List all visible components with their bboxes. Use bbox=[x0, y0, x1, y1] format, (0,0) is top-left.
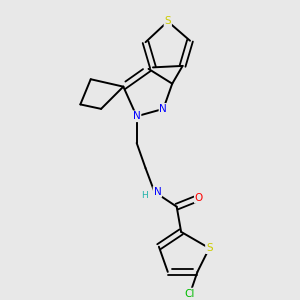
Text: Cl: Cl bbox=[185, 289, 195, 298]
Text: N: N bbox=[133, 111, 140, 121]
Text: S: S bbox=[206, 243, 213, 253]
Text: H: H bbox=[142, 191, 148, 200]
Text: O: O bbox=[195, 193, 203, 203]
Text: S: S bbox=[164, 16, 171, 26]
Text: N: N bbox=[160, 104, 167, 114]
Text: N: N bbox=[154, 187, 161, 197]
